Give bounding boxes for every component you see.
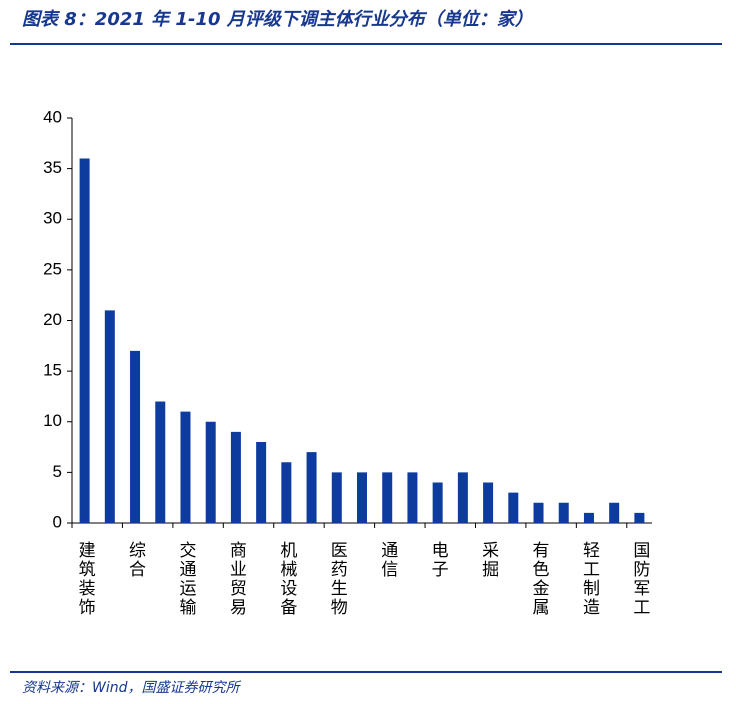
bar xyxy=(79,158,90,523)
bar xyxy=(508,492,519,523)
bar xyxy=(256,442,267,523)
bar xyxy=(583,512,594,523)
x-tick-label: 医药生物 xyxy=(327,541,348,617)
chart: 0 5 10 15 20 25 30 35 40 建筑装饰 综合 交通运输 商业贸易 机械设备 医药生物 通信… xyxy=(43,107,652,617)
y-tick-label: 5 xyxy=(53,462,62,481)
bar xyxy=(306,452,317,523)
bar xyxy=(331,472,342,523)
figure-title: 图表 8：2021 年 1-10 月评级下调主体行业分布（单位：家） xyxy=(22,9,533,30)
y-tick-label: 35 xyxy=(43,158,62,177)
y-tick-label: 20 xyxy=(43,310,62,329)
bar xyxy=(130,350,141,523)
x-tick-label: 综合 xyxy=(125,541,146,579)
y-tick-label: 40 xyxy=(43,107,62,126)
x-tick-label: 轻工制造 xyxy=(579,541,600,617)
x-tick-label: 国防军工 xyxy=(629,541,650,617)
bar xyxy=(483,482,494,523)
y-tick-label: 25 xyxy=(43,259,62,278)
x-tick-label: 通信 xyxy=(377,541,398,579)
y-tick-label: 0 xyxy=(53,512,62,531)
bar xyxy=(609,502,620,523)
bar xyxy=(533,502,544,523)
bar xyxy=(104,310,115,523)
bar xyxy=(634,512,645,523)
bar xyxy=(205,421,216,523)
bar xyxy=(281,462,292,523)
x-tick-label: 有色金属 xyxy=(529,541,550,617)
bar xyxy=(357,472,367,523)
source-note: 资料来源：Wind，国盛证券研究所 xyxy=(22,680,241,696)
y-tick-label: 15 xyxy=(43,361,62,380)
x-tick-label: 商业贸易 xyxy=(226,541,247,617)
x-tick-label: 采掘 xyxy=(478,541,499,579)
bar xyxy=(432,482,443,523)
bar xyxy=(457,472,468,523)
bar xyxy=(180,411,191,523)
y-tick-label: 10 xyxy=(43,411,62,430)
x-tick-label: 建筑装饰 xyxy=(75,541,96,617)
bar xyxy=(230,431,241,523)
bar xyxy=(155,401,166,523)
x-tick-label: 电子 xyxy=(428,541,449,579)
y-tick-label: 30 xyxy=(43,209,62,228)
bar xyxy=(558,502,569,523)
x-tick-label: 交通运输 xyxy=(175,541,196,617)
bar xyxy=(407,472,418,523)
bar xyxy=(382,472,393,523)
x-tick-label: 机械设备 xyxy=(276,541,297,617)
